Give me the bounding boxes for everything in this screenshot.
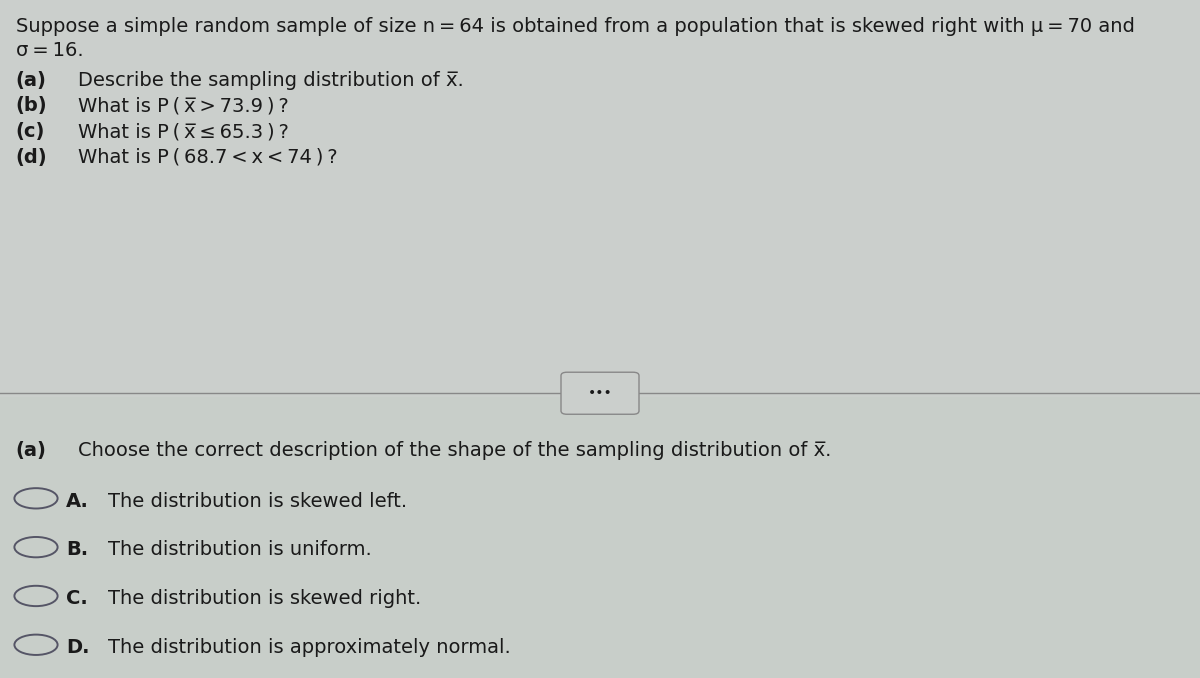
Text: The distribution is skewed left.: The distribution is skewed left. (108, 492, 407, 511)
Text: D.: D. (66, 638, 90, 657)
Text: C.: C. (66, 589, 88, 608)
Text: •••: ••• (588, 386, 612, 400)
Text: (b): (b) (16, 96, 47, 115)
Text: Describe the sampling distribution of x̅.: Describe the sampling distribution of x̅… (78, 71, 463, 90)
Text: (a): (a) (16, 441, 47, 460)
Text: B.: B. (66, 540, 88, 559)
Text: What is P ( x̅ ≤ 65.3 ) ?: What is P ( x̅ ≤ 65.3 ) ? (78, 122, 289, 141)
Text: A.: A. (66, 492, 89, 511)
Text: The distribution is approximately normal.: The distribution is approximately normal… (108, 638, 511, 657)
Text: Choose the correct description of the shape of the sampling distribution of x̅.: Choose the correct description of the sh… (78, 441, 832, 460)
Text: Suppose a simple random sample of size n = 64 is obtained from a population that: Suppose a simple random sample of size n… (16, 17, 1134, 36)
Text: What is P ( x̅ > 73.9 ) ?: What is P ( x̅ > 73.9 ) ? (78, 96, 289, 115)
Bar (0, 397, 1200, 678)
Text: The distribution is skewed right.: The distribution is skewed right. (108, 589, 421, 608)
FancyBboxPatch shape (562, 372, 640, 414)
Text: σ = 16.: σ = 16. (16, 41, 83, 60)
Bar (0, 0, 1200, 397)
Text: (d): (d) (16, 148, 47, 167)
Text: (a): (a) (16, 71, 47, 90)
Text: What is P ( 68.7 < x < 74 ) ?: What is P ( 68.7 < x < 74 ) ? (78, 148, 337, 167)
Text: The distribution is uniform.: The distribution is uniform. (108, 540, 372, 559)
Text: (c): (c) (16, 122, 44, 141)
